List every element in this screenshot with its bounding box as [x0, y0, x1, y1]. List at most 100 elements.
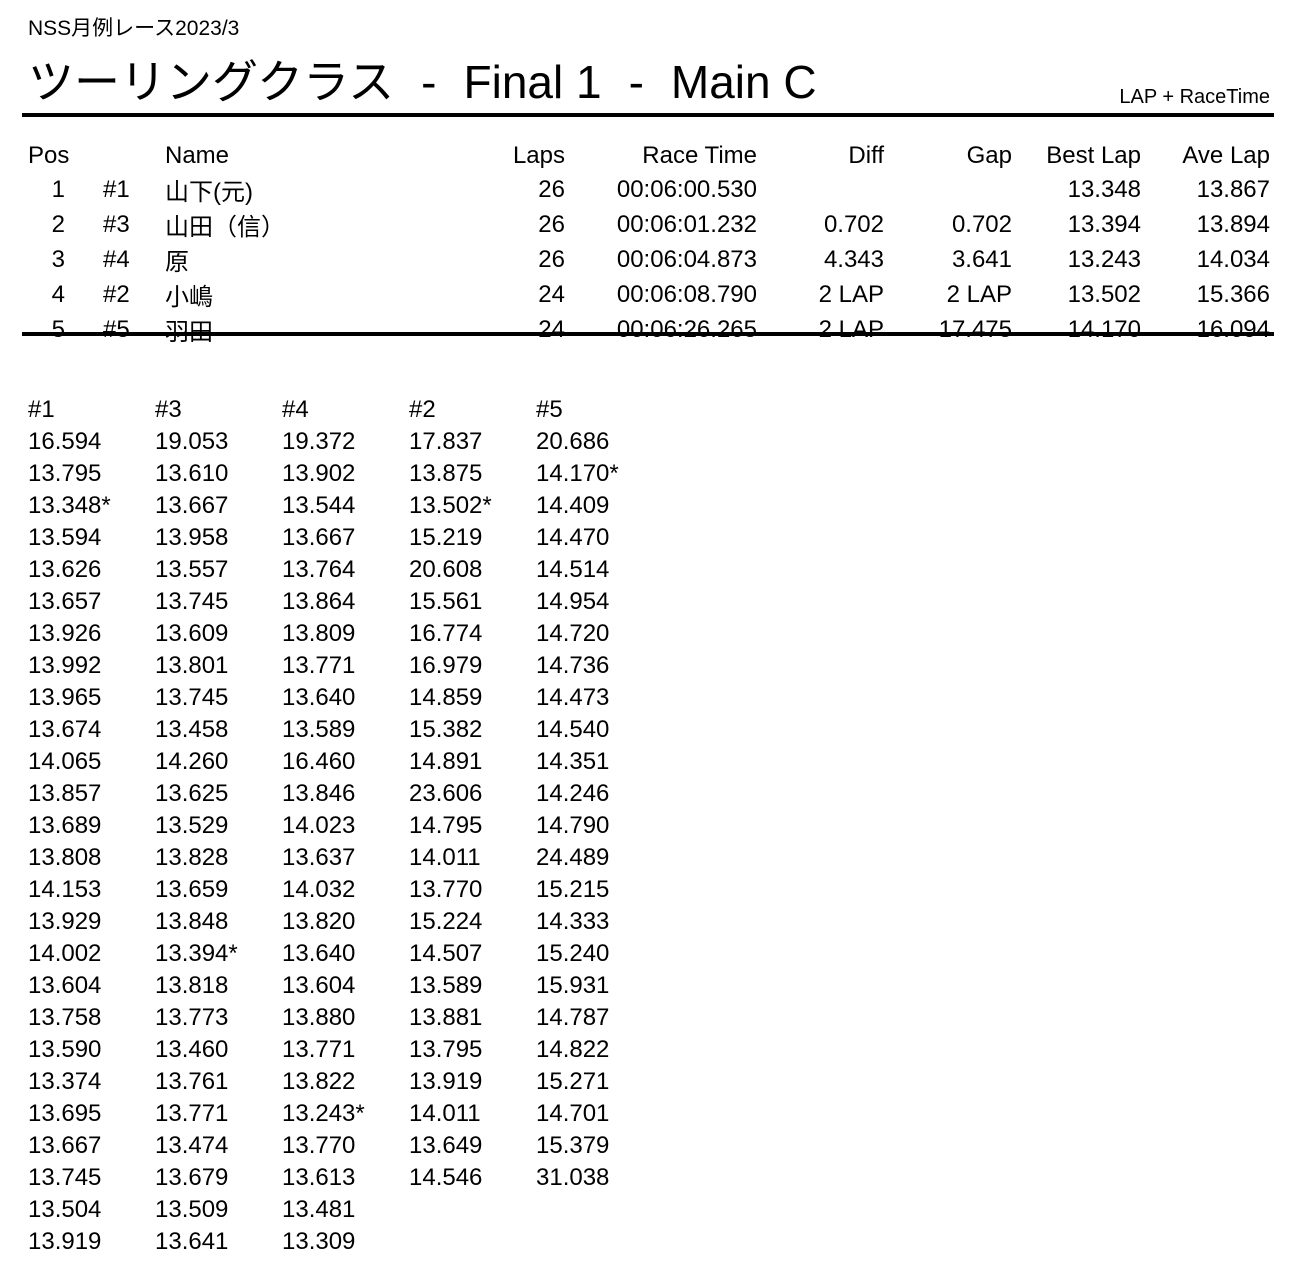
- cell-value: 13.770: [409, 876, 483, 903]
- cell-value: 13.770: [282, 1132, 356, 1159]
- cell-value: 13.758: [28, 1004, 102, 1031]
- lap-row: 13.992 13.801 13.771 16.979 14.736: [28, 650, 663, 682]
- cell-value: #5: [103, 315, 130, 343]
- cell-value: 13.529: [155, 812, 229, 839]
- title-group-name: Main C: [670, 56, 817, 108]
- cell-value: 15.931: [536, 972, 610, 999]
- cell-value: 13.640: [282, 684, 356, 711]
- cell-value: 00:06:26.265: [616, 315, 757, 343]
- title-separator: -: [421, 56, 437, 108]
- cell-value: 原: [165, 249, 189, 276]
- cell-value: [757, 172, 884, 207]
- cell-value: 13.474: [155, 1132, 229, 1159]
- cell-value: 14.170*: [536, 460, 619, 487]
- cell-value: 14.333: [536, 908, 610, 935]
- title-divider: [22, 113, 1274, 117]
- cell-value: 14.065: [28, 748, 102, 775]
- cell-value: 17.475: [938, 315, 1012, 343]
- cell-value: 14.002: [28, 940, 102, 967]
- cell-value: 20.686: [536, 428, 610, 455]
- cell-value: 13.502: [1067, 280, 1141, 308]
- cell-value: 14.822: [536, 1036, 610, 1063]
- cell-value: [536, 1226, 663, 1258]
- cell-value: 14.011: [409, 844, 481, 871]
- cell-value: 13.640: [282, 940, 356, 967]
- cell-value: 14.954: [536, 588, 610, 615]
- cell-value: 26: [538, 210, 565, 238]
- cell-value: 31.038: [536, 1164, 610, 1191]
- cell-value: 13.348: [1067, 175, 1141, 203]
- cell-value: 13.460: [155, 1036, 229, 1063]
- cell-value: 13.348*: [28, 492, 111, 519]
- timing-mode-label: LAP + RaceTime: [1119, 86, 1270, 108]
- lap-row: 14.002 13.394* 13.640 14.507 15.240: [28, 938, 663, 970]
- cell-value: 19.372: [282, 428, 356, 455]
- cell-value: 15.224: [409, 908, 483, 935]
- cell-value: 13.875: [409, 460, 483, 487]
- cell-value: 13.857: [28, 780, 102, 807]
- cell-value: 13.626: [28, 556, 102, 583]
- cell-value: 14.736: [536, 652, 610, 679]
- cell-value: 16.774: [409, 620, 483, 647]
- cell-value: 14.034: [1196, 245, 1270, 273]
- lap-row: 13.745 13.679 13.613 14.546 31.038: [28, 1162, 663, 1194]
- cell-value: 13.609: [155, 620, 229, 647]
- lap-row: 13.594 13.958 13.667 15.219 14.470: [28, 522, 663, 554]
- cell-value: 13.610: [155, 460, 229, 487]
- cell-value: 13.590: [28, 1036, 102, 1063]
- result-row: 4 #2 小嶋 24 00:06:08.790 2 LAP 2 LAP 13.502 15.36…: [28, 277, 1270, 312]
- cell-value: 13.864: [282, 588, 356, 615]
- lap-row: 16.594 19.053 19.372 17.837 20.686: [28, 426, 663, 458]
- cell-value: 13.604: [282, 972, 356, 999]
- cell-value: 13.649: [409, 1132, 483, 1159]
- cell-value: 13.502*: [409, 492, 492, 519]
- cell-value: 13.481: [282, 1196, 356, 1223]
- cell-value: 13.604: [28, 972, 102, 999]
- col-header-pos: Pos: [28, 142, 70, 169]
- cell-value: 13.594: [28, 524, 102, 551]
- cell-value: 14.859: [409, 684, 483, 711]
- cell-value: 山田（信）: [165, 214, 285, 241]
- cell-value: 13.808: [28, 844, 102, 871]
- cell-value: 14.787: [536, 1004, 610, 1031]
- cell-value: 20.608: [409, 556, 483, 583]
- event-label: NSS月例レース2023/3: [28, 17, 240, 40]
- results-divider: [22, 332, 1274, 336]
- cell-value: 13.458: [155, 716, 229, 743]
- cell-value: 0.702: [823, 210, 884, 238]
- cell-value: 13.828: [155, 844, 229, 871]
- lap-row: 13.695 13.771 13.243* 14.011 14.701: [28, 1098, 663, 1130]
- cell-value: 13.809: [282, 620, 356, 647]
- lap-row: 13.590 13.460 13.771 13.795 14.822: [28, 1034, 663, 1066]
- cell-value: 2: [51, 210, 65, 238]
- cell-value: 13.902: [282, 460, 356, 487]
- result-row: 1 #1 山下(元) 26 00:06:00.530 13.348 13.867: [28, 172, 1270, 207]
- cell-value: 4: [51, 280, 65, 308]
- cell-value: 13.771: [282, 652, 356, 679]
- result-row: 3 #4 原 26 00:06:04.873 4.343 3.641 13.243 14.034: [28, 242, 1270, 277]
- cell-value: 14.023: [282, 812, 356, 839]
- cell-value: 00:06:00.530: [616, 175, 757, 203]
- cell-value: 15.382: [409, 716, 483, 743]
- cell-value: 16.460: [282, 748, 356, 775]
- lap-row: 13.374 13.761 13.822 13.919 15.271: [28, 1066, 663, 1098]
- cell-value: 15.379: [536, 1132, 610, 1159]
- cell-value: 0.702: [951, 210, 1012, 238]
- lap-row: 13.689 13.529 14.023 14.795 14.790: [28, 810, 663, 842]
- cell-value: 13.637: [282, 844, 356, 871]
- lap-row: 13.348* 13.667 13.544 13.502* 14.409: [28, 490, 663, 522]
- cell-value: 13.773: [155, 1004, 229, 1031]
- cell-value: 13.394*: [155, 940, 238, 967]
- lap-row: 13.667 13.474 13.770 13.649 15.379: [28, 1130, 663, 1162]
- cell-value: 14.790: [536, 812, 610, 839]
- cell-value: 24: [538, 315, 565, 343]
- cell-value: #3: [103, 210, 130, 238]
- cell-value: 13.589: [409, 972, 483, 999]
- cell-value: 13.679: [155, 1164, 229, 1191]
- cell-value: 15.219: [409, 524, 483, 551]
- cell-value: 13.374: [28, 1068, 102, 1095]
- lap-row: 13.674 13.458 13.589 15.382 14.540: [28, 714, 663, 746]
- cell-value: 00:06:08.790: [616, 280, 757, 308]
- lap-row: 13.926 13.609 13.809 16.774 14.720: [28, 618, 663, 650]
